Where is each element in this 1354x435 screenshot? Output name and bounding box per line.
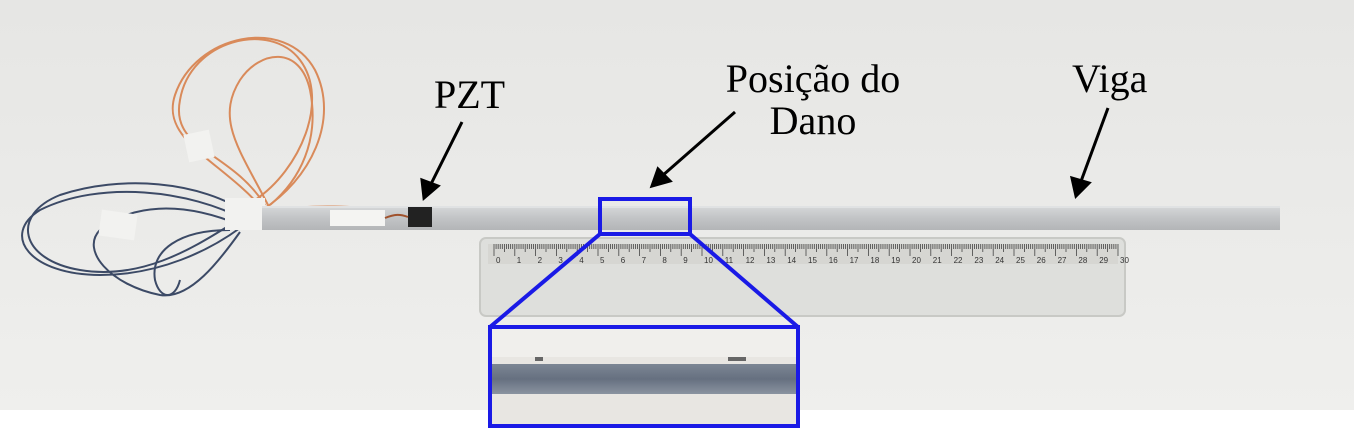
- ruler-number: 7: [642, 256, 647, 265]
- beam-label: Viga: [1072, 56, 1148, 101]
- pzt-label: PZT: [434, 72, 506, 117]
- tape-patch: [225, 198, 265, 230]
- ruler-number: 23: [974, 256, 983, 265]
- ruler-number: 2: [538, 256, 543, 265]
- ruler-numbers: 0 1 2 3 4 5 6 7 8 9 10 11 12 13 14 15 16 17 18 19 20 21 22 23 24…: [496, 256, 1129, 265]
- ruler-number: 30: [1120, 256, 1129, 265]
- ruler-number: 12: [746, 256, 755, 265]
- ruler-number: 4: [579, 256, 584, 265]
- damage-position-label: Posição do Dano: [704, 58, 922, 142]
- ruler-number: 28: [1078, 256, 1087, 265]
- damage-label-line1: Posição do: [725, 56, 901, 101]
- ruler-number: 18: [870, 256, 879, 265]
- zoom-connector-right: [688, 232, 800, 329]
- zoom-inset: [488, 325, 800, 428]
- pzt-arrowhead: [420, 177, 441, 201]
- ruler-number: 14: [787, 256, 796, 265]
- ruler-number: 25: [1016, 256, 1025, 265]
- ruler-number: 24: [995, 256, 1004, 265]
- ruler-number: 16: [829, 256, 838, 265]
- ruler-number: 11: [725, 256, 734, 265]
- ruler-number: 3: [558, 256, 563, 265]
- ruler-number: 8: [662, 256, 667, 265]
- viga-arrowhead: [1069, 175, 1092, 199]
- viga-arrow: [1078, 107, 1110, 185]
- ruler-number: 13: [766, 256, 775, 265]
- ruler-number: 29: [1099, 256, 1108, 265]
- ruler-number: 20: [912, 256, 921, 265]
- damage-arrowhead: [649, 166, 673, 189]
- ruler-number: 9: [683, 256, 688, 265]
- ruler: 0 1 2 3 4 5 6 7 8 9 10 11 12 13 14 15 16 17 18 19 20 21 22 23 24…: [479, 237, 1129, 317]
- ruler-number: 5: [600, 256, 605, 265]
- ruler-number: 22: [954, 256, 963, 265]
- pzt-sensor: [408, 207, 432, 227]
- damage-label-line2: Dano: [769, 98, 857, 143]
- ruler-ticks: [493, 244, 1119, 256]
- ruler-number: 15: [808, 256, 817, 265]
- blue-wires: [21, 182, 251, 297]
- ruler-number: 27: [1058, 256, 1067, 265]
- damage-arrow: [661, 110, 736, 178]
- ruler-number: 17: [850, 256, 859, 265]
- ruler-number: 21: [933, 256, 942, 265]
- sensor-tape: [330, 210, 385, 226]
- tape-patch: [98, 209, 138, 241]
- damage-highlight-box: [598, 197, 692, 236]
- ruler-number: 26: [1037, 256, 1046, 265]
- annotation-arrows: [420, 107, 1110, 201]
- ruler-number: 6: [621, 256, 626, 265]
- ruler-number: 19: [891, 256, 900, 265]
- tape-patch: [183, 129, 215, 163]
- sensor-lead: [384, 213, 409, 219]
- zoom-connector-left: [488, 232, 602, 329]
- ruler-number: 0: [496, 256, 501, 265]
- pzt-arrow: [428, 121, 464, 187]
- ruler-number: 10: [704, 256, 713, 265]
- ruler-number: 1: [517, 256, 522, 265]
